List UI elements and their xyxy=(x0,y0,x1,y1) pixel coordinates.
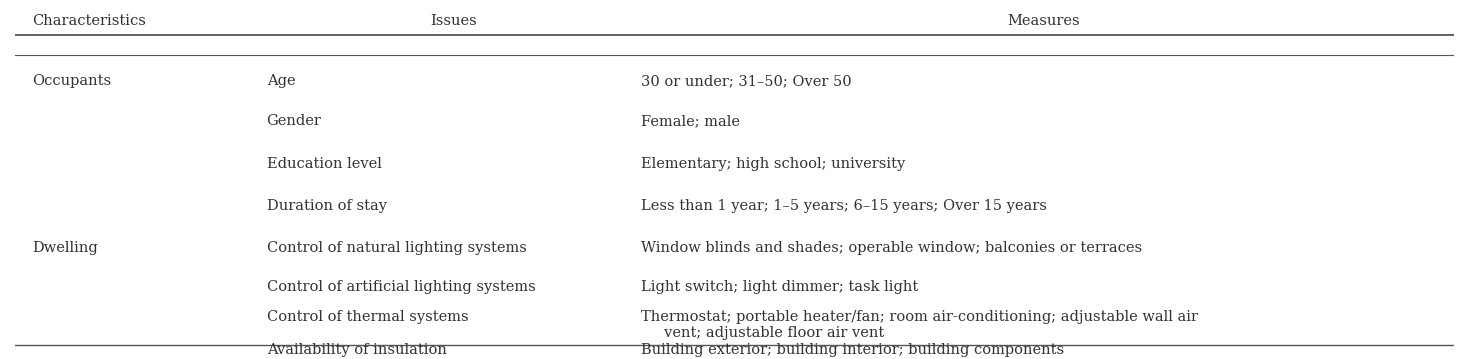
Text: Light switch; light dimmer; task light: Light switch; light dimmer; task light xyxy=(640,280,918,294)
Text: Control of natural lighting systems: Control of natural lighting systems xyxy=(266,241,526,255)
Text: Less than 1 year; 1–5 years; 6–15 years; Over 15 years: Less than 1 year; 1–5 years; 6–15 years;… xyxy=(640,199,1047,213)
Text: Building exterior; building interior; building components: Building exterior; building interior; bu… xyxy=(640,343,1064,357)
Text: Characteristics: Characteristics xyxy=(32,14,145,28)
Text: Female; male: Female; male xyxy=(640,115,740,129)
Text: Elementary; high school; university: Elementary; high school; university xyxy=(640,157,905,171)
Text: Control of thermal systems: Control of thermal systems xyxy=(266,310,469,324)
Text: Issues: Issues xyxy=(430,14,477,28)
Text: 30 or under; 31–50; Over 50: 30 or under; 31–50; Over 50 xyxy=(640,74,852,88)
Text: Measures: Measures xyxy=(1008,14,1080,28)
Text: Duration of stay: Duration of stay xyxy=(266,199,386,213)
Text: Occupants: Occupants xyxy=(32,74,112,88)
Text: Dwelling: Dwelling xyxy=(32,241,98,255)
Text: Education level: Education level xyxy=(266,157,382,171)
Text: Gender: Gender xyxy=(266,115,322,129)
Text: Window blinds and shades; operable window; balconies or terraces: Window blinds and shades; operable windo… xyxy=(640,241,1141,255)
Text: Availability of insulation: Availability of insulation xyxy=(266,343,447,357)
Text: Age: Age xyxy=(266,74,295,88)
Text: Thermostat; portable heater/fan; room air-conditioning; adjustable wall air
    : Thermostat; portable heater/fan; room ai… xyxy=(640,310,1197,340)
Text: Control of artificial lighting systems: Control of artificial lighting systems xyxy=(266,280,535,294)
